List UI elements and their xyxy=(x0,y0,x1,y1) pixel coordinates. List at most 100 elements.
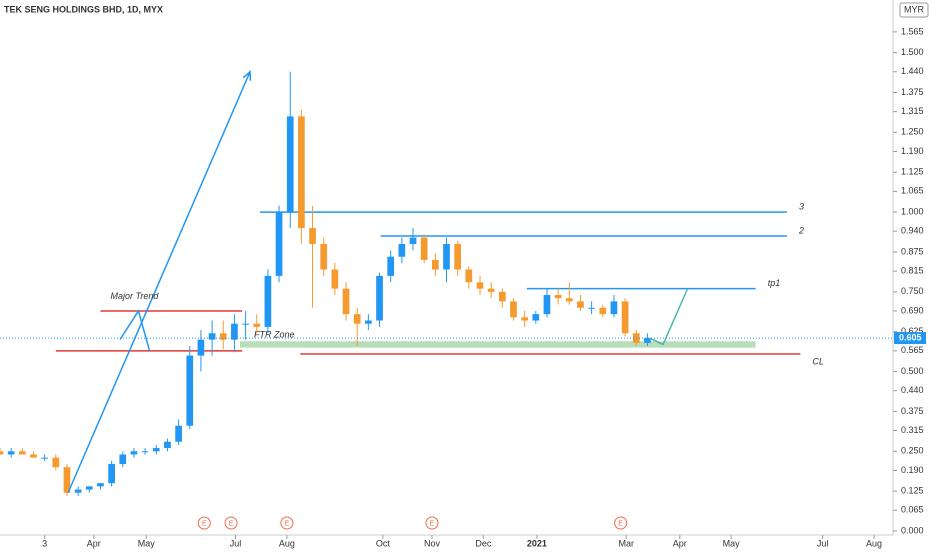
candle-body xyxy=(119,454,127,465)
candle-body xyxy=(18,451,26,455)
candle-body xyxy=(387,256,395,276)
earnings-label: E xyxy=(229,520,234,527)
y-tick-label: 1.065 xyxy=(901,186,924,196)
x-tick-label: 3 xyxy=(42,538,47,548)
zone-label: FTR Zone xyxy=(254,330,295,340)
y-tick-label: 0.250 xyxy=(901,446,924,456)
candle-body xyxy=(454,243,462,270)
earnings-marker xyxy=(425,516,439,530)
candle-body xyxy=(97,483,104,487)
y-tick-label: 0.565 xyxy=(901,345,924,355)
y-tick-label: 1.190 xyxy=(901,146,924,156)
earnings-marker xyxy=(280,516,294,530)
arrow-head xyxy=(242,70,252,81)
candle-body xyxy=(264,275,272,327)
level-label: 3 xyxy=(799,201,804,211)
y-tick-label: 0.500 xyxy=(901,366,924,376)
y-tick-label: 0.625 xyxy=(901,326,924,336)
y-tick-label: 0.190 xyxy=(901,465,924,475)
candle-body xyxy=(498,291,506,302)
candle-body xyxy=(309,228,316,244)
x-tick-label: Oct xyxy=(376,538,391,548)
candle-body xyxy=(376,275,383,321)
x-tick-label: 2021 xyxy=(527,538,547,548)
candle-body xyxy=(409,237,417,244)
candle-body xyxy=(74,489,82,493)
candle-body xyxy=(197,339,205,356)
x-tick-label: Mar xyxy=(618,538,634,548)
candle-body xyxy=(353,314,361,324)
x-tick-label: Aug xyxy=(279,538,295,548)
candle-body xyxy=(186,355,194,426)
last-price-label: 0.605 xyxy=(899,332,922,342)
level-label: tp1 xyxy=(768,278,781,288)
candle-body xyxy=(298,116,305,229)
chart-title: TEK SENG HOLDINGS BHD, 1D, MYX xyxy=(4,4,163,14)
ftr-zone xyxy=(239,341,756,348)
candle-body xyxy=(7,451,15,455)
trend-line xyxy=(649,288,689,346)
candle-body xyxy=(420,237,428,260)
candle-body xyxy=(0,451,4,455)
candle-body xyxy=(510,301,517,318)
y-tick-label: 0.940 xyxy=(901,226,924,236)
candle-body xyxy=(577,301,584,308)
candle-body xyxy=(253,323,261,327)
candle-body xyxy=(431,259,439,270)
y-tick-label: 0.690 xyxy=(901,305,924,315)
y-tick-label: 0.875 xyxy=(901,246,924,256)
candle-body xyxy=(365,320,372,324)
earnings-marker xyxy=(224,516,238,530)
x-tick-label: Nov xyxy=(424,538,441,548)
candle-body xyxy=(610,301,618,315)
x-tick-label: May xyxy=(723,538,741,548)
y-tick-label: 1.125 xyxy=(901,167,924,177)
candle-body xyxy=(487,288,495,292)
level-label: CL xyxy=(812,356,824,366)
x-tick-label: May xyxy=(138,538,156,548)
candle-body xyxy=(331,269,339,289)
candle-body xyxy=(141,451,149,453)
candle-body xyxy=(130,451,138,455)
earnings-label: E xyxy=(285,520,290,527)
trend-line xyxy=(119,309,151,352)
currency: MYR xyxy=(904,4,925,14)
candle-body xyxy=(543,295,551,315)
candle-body xyxy=(275,212,283,276)
candle-body xyxy=(231,323,238,340)
candle-body xyxy=(152,448,160,452)
currency-box xyxy=(899,2,929,18)
x-tick-label: Jul xyxy=(817,538,829,548)
y-tick-label: 1.440 xyxy=(901,66,924,76)
candle-body xyxy=(443,243,450,270)
candle-body xyxy=(108,464,115,484)
last-price-box xyxy=(894,332,926,345)
y-tick-label: 0.750 xyxy=(901,286,924,296)
candle-body xyxy=(521,317,528,321)
candle-body xyxy=(30,454,37,458)
candle-body xyxy=(565,298,573,302)
candle-body xyxy=(164,441,171,449)
x-tick-label: Apr xyxy=(673,538,687,548)
y-tick-label: 0.440 xyxy=(901,385,924,395)
candle-body xyxy=(286,116,294,213)
y-tick-label: 1.000 xyxy=(901,206,924,216)
earnings-label: E xyxy=(430,520,435,527)
candle-body xyxy=(599,307,607,315)
candle-body xyxy=(208,333,216,340)
x-tick-label: Aug xyxy=(866,538,882,548)
candle-body xyxy=(554,295,562,299)
x-tick-label: Jul xyxy=(230,538,242,548)
candle-body xyxy=(588,307,595,309)
trend-label: Major Trend xyxy=(111,291,160,301)
y-tick-label: 0.065 xyxy=(901,505,924,515)
x-tick-label: Dec xyxy=(475,538,492,548)
candle-body xyxy=(398,243,406,257)
earnings-label: E xyxy=(618,520,623,527)
candle-body xyxy=(644,338,651,343)
earnings-marker xyxy=(614,516,628,530)
candle-body xyxy=(532,314,540,321)
candle-body xyxy=(342,288,350,315)
level-label: 2 xyxy=(798,225,804,235)
